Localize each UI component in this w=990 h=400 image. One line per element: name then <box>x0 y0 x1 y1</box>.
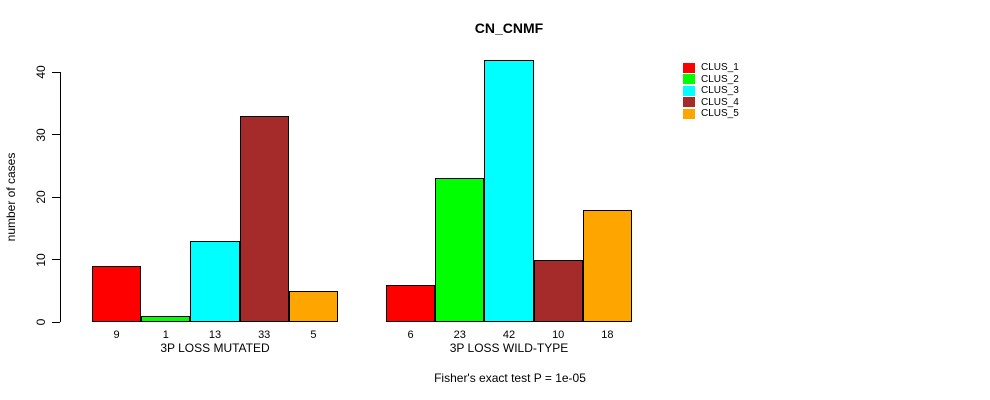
legend-swatch <box>683 97 695 108</box>
y-tick-label: 30 <box>34 127 48 142</box>
legend-label: CLUS_3 <box>701 85 739 96</box>
bar-value-label: 6 <box>407 329 414 341</box>
legend-label: CLUS_4 <box>701 96 739 108</box>
bar-clus_2-mutated <box>141 315 191 322</box>
legend-swatch <box>683 85 695 96</box>
bar-clus_4-mutated <box>239 115 289 322</box>
bar-value-label: 5 <box>310 329 317 341</box>
legend-item-clus_5: CLUS_5 <box>683 108 739 120</box>
fisher-test-annotation: Fisher's exact test P = 1e-05 <box>434 371 586 385</box>
y-axis-line <box>60 72 61 322</box>
y-tick-label: 0 <box>34 318 48 326</box>
y-tick-mark <box>52 134 60 135</box>
y-tick-label: 20 <box>34 190 48 204</box>
bar-value-label: 1 <box>162 329 169 341</box>
legend-item-clus_4: CLUS_4 <box>683 97 739 109</box>
group-label-wild-type: 3P LOSS WILD-TYPE <box>449 341 569 355</box>
bar-value-label: 33 <box>258 329 271 341</box>
bar-value-label: 23 <box>453 329 466 341</box>
y-tick-label: 10 <box>34 252 48 267</box>
bar-value-label: 10 <box>552 329 565 341</box>
y-tick-mark <box>52 321 60 323</box>
legend-item-clus_3: CLUS_3 <box>683 85 739 97</box>
legend-swatch <box>683 74 695 85</box>
bar-clus_3-mutated <box>190 240 240 322</box>
y-axis-label: number of cases <box>4 152 18 242</box>
y-tick-mark <box>52 71 60 73</box>
bar-value-label: 18 <box>601 329 614 341</box>
y-tick-mark <box>52 196 60 198</box>
bar-value-label: 13 <box>208 329 222 341</box>
legend: CLUS_1 CLUS_2 CLUS_3 CLUS_4 CLUS_5 <box>683 62 739 120</box>
legend-item-clus_2: CLUS_2 <box>683 74 739 86</box>
bar-clus_1-wild-type <box>386 284 436 322</box>
legend-swatch <box>683 62 695 73</box>
group-label-mutated: 3P LOSS MUTATED <box>160 341 270 355</box>
bar-clus_2-wild-type <box>435 178 485 322</box>
chart-title: CN_CNMF <box>474 20 544 36</box>
y-tick-label: 40 <box>34 65 48 79</box>
bar-clus_4-wild-type <box>533 259 583 322</box>
legend-item-clus_1: CLUS_1 <box>683 62 739 74</box>
bar-clus_5-mutated <box>288 290 338 322</box>
y-tick-mark <box>52 259 60 260</box>
bar-clus_3-wild-type <box>484 59 534 322</box>
bar-value-label: 9 <box>113 329 120 341</box>
legend-swatch <box>683 108 695 119</box>
legend-label: CLUS_1 <box>701 62 739 73</box>
bar-clus_1-mutated <box>92 265 142 322</box>
bar-clus_5-wild-type <box>582 209 632 322</box>
legend-label: CLUS_5 <box>701 108 739 119</box>
legend-label: CLUS_2 <box>701 73 739 85</box>
bar-value-label: 42 <box>502 329 516 341</box>
